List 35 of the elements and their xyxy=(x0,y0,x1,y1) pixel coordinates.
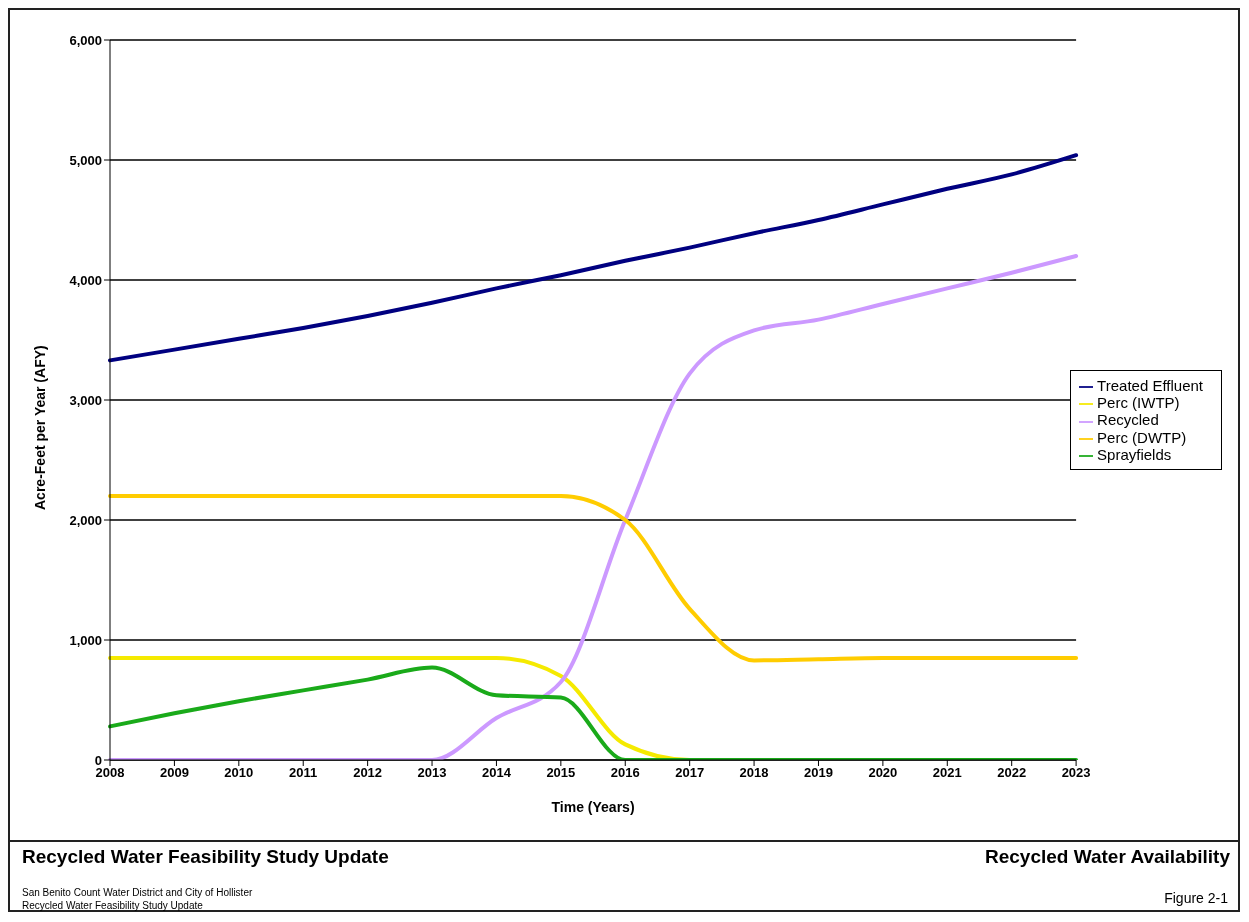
text: Recycled Water Availability xyxy=(985,846,1230,868)
y-tick-label: 3,000 xyxy=(69,392,102,408)
x-axis-title: Time (Years) xyxy=(551,799,635,815)
x-tick-label: 2022 xyxy=(997,765,1027,781)
text: Recycled Water Feasibility Study Update xyxy=(22,846,389,868)
y-axis-title: Acre-Feet per Year (AFY) xyxy=(31,345,48,510)
x-tick-label: 2021 xyxy=(932,765,962,781)
x-tick-label: 2011 xyxy=(289,765,318,781)
y-tick-label: 5,000 xyxy=(69,152,102,168)
x-tick-label: 2013 xyxy=(417,765,447,781)
x-tick-label: 2016 xyxy=(610,765,640,781)
x-tick-label: 2017 xyxy=(675,765,705,781)
y-tick-label: 2,000 xyxy=(69,512,102,528)
y-tick-label: 1,000 xyxy=(69,632,102,648)
x-tick-label: 2020 xyxy=(868,765,898,781)
x-tick-label: 2010 xyxy=(224,765,254,781)
x-tick-label: 2014 xyxy=(481,765,512,781)
y-tick-label: 4,000 xyxy=(69,272,102,288)
x-tick-label: 2019 xyxy=(804,765,833,781)
legend-label: Perc (DWTP) xyxy=(1097,428,1187,446)
x-tick-label: 2023 xyxy=(1061,765,1091,781)
caption: Figure 2-1 xyxy=(1164,890,1228,906)
legend-label: Perc (IWTP) xyxy=(1097,394,1180,412)
x-tick-label: 2009 xyxy=(159,765,189,781)
legend-label: Sprayfields xyxy=(1097,445,1172,463)
y-tick-label: 0 xyxy=(94,752,102,768)
x-tick-label: 2012 xyxy=(353,765,383,781)
y-tick-label: 6,000 xyxy=(69,32,102,48)
x-tick-label: 2018 xyxy=(739,765,769,781)
legend-label: Treated Effluent xyxy=(1097,377,1203,395)
x-tick-label: 2015 xyxy=(546,765,576,781)
text: San Benito Count Water District and City of Hollister xyxy=(22,887,253,898)
legend-label: Recycled xyxy=(1097,411,1159,429)
text: Recycled Water Feasibility Study Update xyxy=(22,900,203,911)
x-tick-label: 2008 xyxy=(95,765,125,781)
